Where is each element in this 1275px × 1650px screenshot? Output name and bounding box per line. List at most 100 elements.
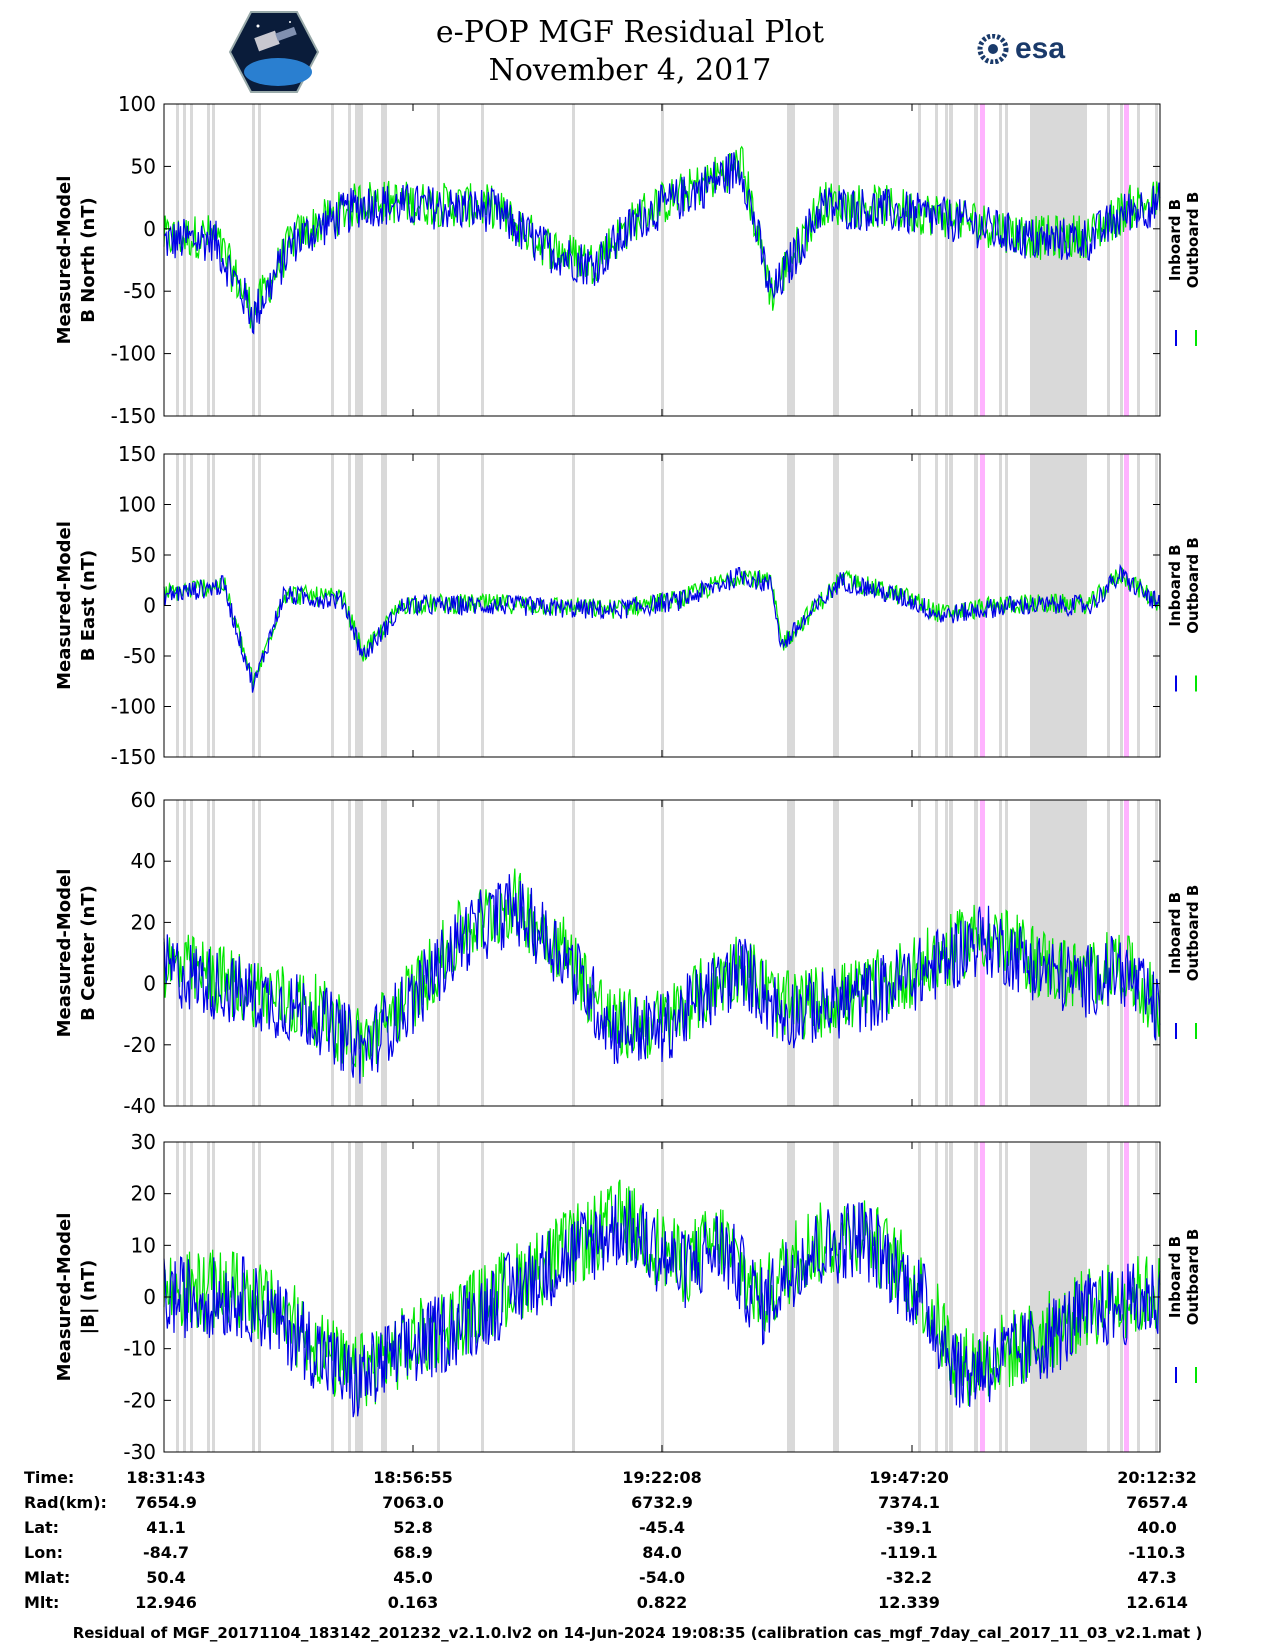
data-gap-band bbox=[949, 1142, 953, 1452]
data-gap-band bbox=[207, 454, 210, 757]
y-tick-label: 30 bbox=[131, 1130, 156, 1154]
maneuver-band bbox=[980, 104, 985, 416]
legend-labels: Inboard BOutboard B bbox=[1166, 1229, 1202, 1326]
eph-lat-4: -39.1 bbox=[885, 1518, 933, 1537]
data-gap-band bbox=[999, 1142, 1002, 1452]
data-gap-band bbox=[1107, 454, 1110, 757]
data-gap-band bbox=[787, 800, 795, 1106]
data-gap-band bbox=[176, 454, 179, 757]
panel-center: 60 40 20 0 -20 -40 Measured-Model B Center (nT)… bbox=[54, 788, 1202, 1118]
eph-mlat-3: -54.0 bbox=[638, 1568, 686, 1587]
data-gap-band bbox=[258, 454, 261, 757]
maneuver-band bbox=[1124, 104, 1129, 416]
legend-labels: Inboard BOutboard B bbox=[1166, 885, 1202, 982]
data-gap-band bbox=[348, 454, 351, 757]
data-gap-band bbox=[348, 800, 351, 1106]
y-tick-label: -150 bbox=[111, 745, 156, 769]
legend-inboard-label: Inboard B bbox=[1166, 892, 1184, 974]
eph-lat-5: 40.0 bbox=[1137, 1518, 1177, 1537]
y-axis-label: Measured-Model B Center (nT) bbox=[54, 869, 99, 1038]
eph-lon-3: 84.0 bbox=[642, 1543, 682, 1562]
data-gap-band bbox=[212, 104, 215, 416]
data-gap-band bbox=[331, 800, 334, 1106]
y-tick-label: 100 bbox=[118, 493, 156, 517]
y-tick-label: -100 bbox=[111, 342, 156, 366]
data-gap-band bbox=[258, 104, 261, 416]
y-axis-label-line-2: B East (nT) bbox=[78, 550, 99, 662]
data-gap-band bbox=[355, 454, 363, 757]
data-gap-band bbox=[949, 104, 953, 416]
data-gap-band bbox=[949, 454, 953, 757]
data-gap-band bbox=[381, 104, 387, 416]
eph-time-3: 19:22:08 bbox=[622, 1468, 702, 1487]
data-gap-band bbox=[974, 1142, 978, 1452]
legend-outboard-label: Outboard B bbox=[1184, 192, 1202, 289]
data-gap-band bbox=[381, 454, 387, 757]
y-tick-label: -50 bbox=[123, 279, 156, 303]
y-tick-label: 150 bbox=[118, 442, 156, 466]
data-gap-band bbox=[212, 800, 215, 1106]
eph-lat-1: 41.1 bbox=[146, 1518, 186, 1537]
data-gap-band bbox=[437, 454, 440, 757]
data-gap-band bbox=[787, 454, 795, 757]
data-gap-band bbox=[348, 1142, 351, 1452]
data-gap-band bbox=[1005, 104, 1008, 416]
eph-mlt-4: 12.339 bbox=[878, 1593, 940, 1612]
eph-mlat-4: -32.2 bbox=[885, 1568, 933, 1587]
panel-total: 30 20 10 0 -10 -20 -30 Measured-Model |B| (nT) In… bbox=[54, 1130, 1202, 1464]
legend-labels: Inboard BOutboard B bbox=[1166, 192, 1202, 289]
y-axis-label-line-2: B North (nT) bbox=[78, 197, 99, 323]
inboard-series-line bbox=[163, 874, 1161, 1084]
data-gap-band bbox=[661, 800, 664, 1106]
legend-inboard-label: Inboard B bbox=[1166, 199, 1184, 281]
data-gap-band bbox=[190, 454, 193, 757]
panel-east: 150 100 50 0 -50 -100 -150 Measured-Model B East… bbox=[54, 442, 1202, 769]
eph-time-2: 18:56:55 bbox=[373, 1468, 453, 1487]
y-axis-label-line-1: Measured-Model bbox=[54, 521, 75, 690]
inboard-series-line bbox=[163, 563, 1161, 693]
data-gap-band bbox=[348, 104, 351, 416]
data-gap-band bbox=[572, 454, 575, 757]
data-gap-band bbox=[918, 104, 921, 416]
data-gap-band bbox=[1120, 800, 1123, 1106]
eph-mlt-1: 12.946 bbox=[135, 1593, 197, 1612]
y-tick-label: -30 bbox=[123, 1440, 156, 1464]
eph-rad-4: 7374.1 bbox=[878, 1493, 940, 1512]
eph-mlt-3: 0.822 bbox=[636, 1593, 688, 1612]
data-gap-band bbox=[572, 1142, 575, 1452]
y-tick-label: -10 bbox=[123, 1337, 156, 1361]
data-gap-band bbox=[1120, 454, 1123, 757]
data-gap-band bbox=[331, 104, 334, 416]
data-gap-band bbox=[355, 104, 363, 416]
data-gap-band bbox=[252, 800, 255, 1106]
y-tick-label: 50 bbox=[131, 543, 156, 567]
eph-rad-2: 7063.0 bbox=[382, 1493, 444, 1512]
eph-lon-1: -84.7 bbox=[142, 1543, 190, 1562]
data-gap-band bbox=[1107, 800, 1110, 1106]
data-gap-band bbox=[974, 104, 978, 416]
eph-mlat-1: 50.4 bbox=[146, 1568, 186, 1587]
esa-logo: esa bbox=[975, 32, 1065, 66]
data-gap-band bbox=[945, 1142, 948, 1452]
maneuver-band bbox=[1124, 1142, 1129, 1452]
y-tick-label: -100 bbox=[111, 695, 156, 719]
maneuver-band bbox=[980, 1142, 985, 1452]
legend-labels: Inboard BOutboard B bbox=[1166, 537, 1202, 634]
data-gap-band bbox=[1030, 800, 1087, 1106]
data-gap-band bbox=[252, 454, 255, 757]
y-tick-label: 0 bbox=[143, 217, 156, 241]
inboard-series-line bbox=[163, 1190, 1161, 1418]
data-gap-band bbox=[258, 800, 261, 1106]
y-tick-label: 0 bbox=[143, 972, 156, 996]
data-gap-band bbox=[1155, 800, 1158, 1106]
data-gap-band bbox=[1030, 104, 1087, 416]
y-axis-label: Measured-Model B North (nT) bbox=[54, 176, 99, 345]
y-tick-label: 100 bbox=[118, 92, 156, 116]
data-gap-band bbox=[176, 1142, 179, 1452]
data-gap-band bbox=[1137, 800, 1140, 1106]
data-gap-band bbox=[252, 104, 255, 416]
data-gap-band bbox=[935, 1142, 938, 1452]
eph-lat-2: 52.8 bbox=[393, 1518, 433, 1537]
data-gap-band bbox=[661, 104, 664, 416]
legend-outboard-label: Outboard B bbox=[1184, 537, 1202, 634]
